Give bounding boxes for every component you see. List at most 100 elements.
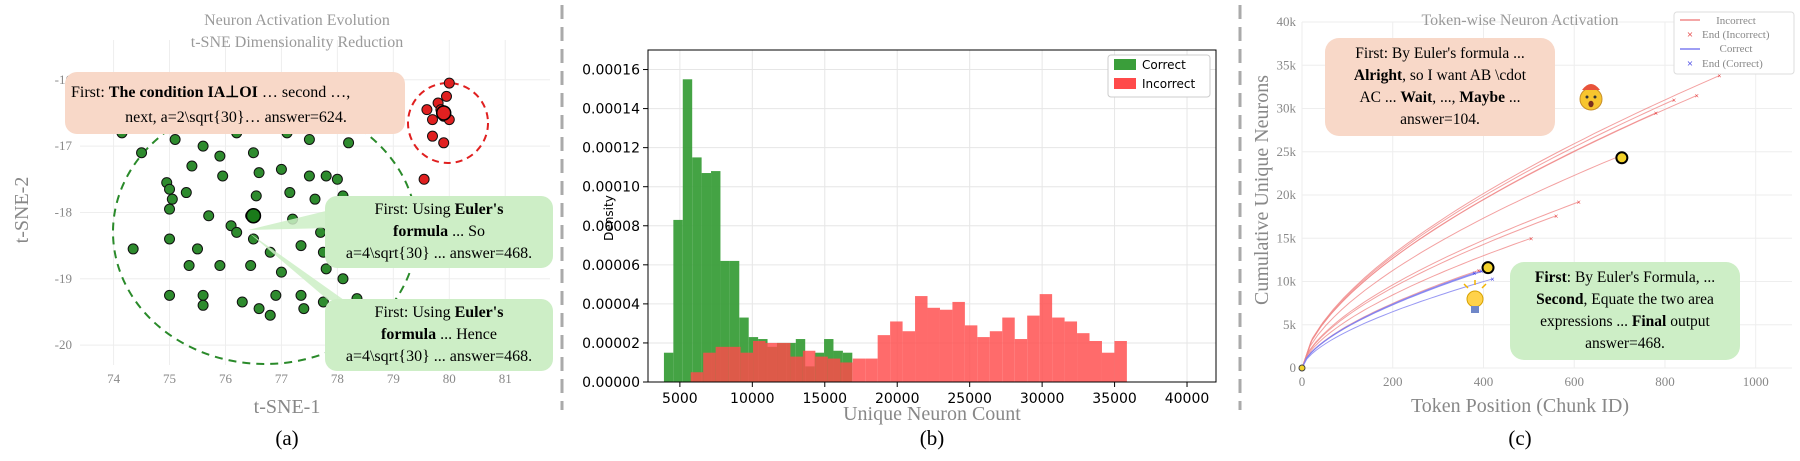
x-tick-label: 79	[387, 371, 400, 386]
scatter-point-correct	[214, 260, 226, 272]
x-tick-label: 1000	[1743, 374, 1769, 389]
end-marker-correct: ×	[1490, 275, 1495, 284]
x-tick-label: 25000	[947, 391, 992, 407]
annotation-correct-box-lower	[325, 299, 553, 371]
scatter-point-correct	[320, 263, 332, 275]
scatter-point-correct	[275, 163, 287, 175]
bar-incorrect	[740, 352, 754, 382]
panel-b-histogram: 5000 10000 15000 20000 25000 30000 35000 40000 0…	[582, 49, 1217, 450]
scatter-point-correct	[253, 167, 265, 179]
x-tick-label: 20000	[875, 391, 920, 407]
x-tick-label: 35000	[1092, 391, 1137, 407]
annotation-correct-line1: First: By Euler's Formula, ...	[1535, 269, 1715, 286]
y-tick-label: -18	[55, 204, 72, 219]
scatter-point-correct	[164, 289, 176, 301]
bar-incorrect	[765, 342, 778, 382]
annotation-incorrect-box	[1325, 38, 1555, 136]
x-tick-label: 30000	[1020, 391, 1065, 407]
y-tick-label: 20k	[1277, 187, 1297, 202]
highlighted-point	[1481, 261, 1495, 275]
end-marker-incorrect: ×	[1654, 109, 1659, 118]
y-tick-label: 10k	[1277, 274, 1297, 289]
bar-correct	[692, 157, 702, 382]
end-marker-correct: ×	[1472, 269, 1477, 278]
x-tick-label: 78	[331, 371, 344, 386]
panel-a-tsne: 74 75 76 77 78 79 80 81-16-17-18-19-20 Neuron A…	[11, 12, 553, 450]
annotation-correct-line3: expressions ... Final output	[1540, 313, 1710, 330]
scatter-point-correct	[320, 170, 332, 182]
scatter-point-correct	[317, 296, 329, 308]
panel-b-plot-border	[647, 49, 1217, 383]
highlighted-point	[245, 208, 262, 224]
scatter-point-correct	[309, 193, 321, 205]
correct-trajectory	[1301, 278, 1493, 369]
bar-incorrect	[1039, 294, 1053, 382]
legend-frame	[1673, 11, 1795, 75]
scatter-point-correct	[270, 289, 282, 301]
bar-correct	[720, 260, 730, 382]
x-tick-label: 77	[275, 371, 289, 386]
scatter-point-incorrect	[427, 114, 438, 126]
bar-incorrect	[840, 362, 853, 382]
scatter-point-correct	[166, 193, 178, 205]
bar-incorrect	[927, 307, 940, 382]
annotation-correct-line2: Second, Equate the two area	[1536, 291, 1714, 308]
scatter-point-correct	[164, 203, 176, 215]
annotation-correct-lower-line3: a=4\sqrt{30} ... answer=468.	[346, 348, 532, 365]
bar-incorrect	[989, 331, 1003, 382]
incorrect-trajectory	[1301, 237, 1532, 369]
x-tick-label: 800	[1655, 374, 1675, 389]
y-tick-label: 0.00002	[582, 336, 640, 352]
legend-marker-end-incorrect: ×	[1687, 29, 1693, 41]
scatter-point-correct	[231, 226, 243, 238]
annotation-correct-line4: answer=468.	[1585, 335, 1665, 352]
y-tick-label: 40k	[1277, 14, 1297, 29]
bar-correct	[711, 171, 721, 382]
bar-incorrect	[1064, 321, 1078, 382]
bar-incorrect	[865, 358, 878, 382]
scatter-point-correct	[217, 170, 229, 182]
panel-a-subtitle: t-SNE Dimensionality Reduction	[191, 34, 403, 51]
x-tick-label: 74	[107, 371, 121, 386]
bar-correct	[682, 79, 693, 382]
panel-c-endpoints: ×××××××××××××	[1298, 72, 1722, 372]
y-tick-label: 15k	[1277, 230, 1297, 245]
end-marker-correct: ×	[1479, 267, 1484, 276]
panel-a-caption: (a)	[275, 426, 298, 450]
bar-incorrect	[877, 335, 891, 382]
legend-label-end-incorrect: End (Incorrect)	[1702, 29, 1770, 41]
bar-incorrect	[827, 358, 841, 382]
x-tick-label: 0	[1299, 374, 1306, 389]
end-marker-incorrect: ×	[1529, 234, 1534, 243]
panel-a-ylabel: t-SNE-2	[11, 177, 33, 244]
scatter-point-correct	[186, 160, 198, 172]
bar-incorrect	[890, 321, 903, 382]
end-marker-incorrect: ×	[1577, 198, 1582, 207]
bar-incorrect	[964, 325, 978, 382]
y-tick-label: -20	[55, 337, 72, 352]
panel-b-ylabel: Density	[602, 195, 616, 241]
incorrect-cluster-boundary	[407, 82, 489, 164]
annotation-correct-lower-line2: formula ... Hence	[381, 326, 497, 343]
y-tick-label: -17	[55, 138, 73, 153]
panel-a-ticks: 74 75 76 77 78 79 80 81-16-17-18-19-20	[55, 72, 512, 386]
annotation-correct-upper-line2: formula ... So	[393, 223, 485, 240]
bar-incorrect	[1101, 352, 1115, 382]
end-marker-incorrect: ×	[1717, 72, 1722, 81]
end-marker-incorrect: ×	[1672, 96, 1677, 105]
bar-incorrect	[852, 358, 866, 382]
y-tick-label: 0.00008	[582, 219, 640, 235]
legend-label-incorrect: Incorrect	[1142, 77, 1195, 91]
scatter-point-incorrect	[440, 90, 452, 102]
panel-b-caption: (b)	[920, 426, 945, 450]
scatter-point-incorrect	[438, 137, 450, 149]
y-tick-label: 0.00004	[582, 297, 640, 313]
scatter-point-correct	[192, 243, 203, 255]
legend-label-end-correct: End (Correct)	[1702, 58, 1763, 70]
bar-incorrect	[1114, 340, 1127, 382]
bar-incorrect	[952, 301, 965, 382]
annotation-correct-upper-line1: First: Using Euler's	[375, 201, 504, 218]
scatter-point-correct	[164, 183, 176, 195]
end-marker-incorrect: ×	[1694, 92, 1699, 101]
